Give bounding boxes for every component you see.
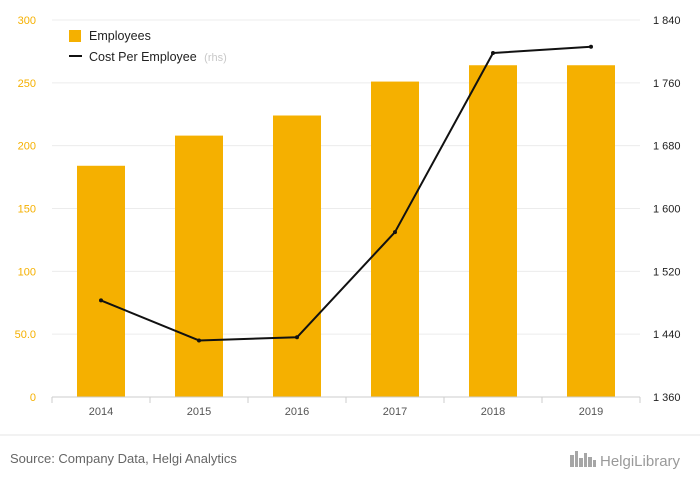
right-axis-tick-label: 1 680 (653, 141, 681, 153)
left-axis-tick-label: 150 (18, 204, 36, 216)
bar-employees-2014[interactable] (77, 165, 125, 397)
legend-rhs-note: (rhs) (204, 52, 227, 64)
bar-employees-2019[interactable] (567, 65, 615, 398)
point-cost-per-employee-2019[interactable] (589, 44, 593, 49)
x-axis-tick-label: 2015 (187, 406, 211, 418)
left-axis-tick-label: 300 (18, 15, 36, 27)
city-skyline-icon (570, 451, 596, 467)
helgi-library-logo[interactable]: HelgiLibrary (570, 451, 681, 470)
x-axis-tick-label: 2018 (481, 406, 505, 418)
brand-name: HelgiLibrary (600, 453, 681, 470)
cost-per-employee-line-group (99, 44, 593, 343)
gridlines (52, 19, 640, 335)
right-axis-tick-label: 1 440 (653, 329, 681, 341)
left-axis-tick-label: 0 (30, 392, 36, 404)
point-cost-per-employee-2018[interactable] (491, 50, 495, 55)
legend-swatch-employees (69, 30, 81, 42)
point-cost-per-employee-2017[interactable] (393, 230, 397, 235)
point-cost-per-employee-2015[interactable] (197, 338, 201, 343)
x-axis-tick-label: 2016 (285, 406, 309, 418)
x-axis-tick-label: 2014 (89, 406, 113, 418)
legend-series-name: Cost Per Employee (89, 50, 197, 64)
cost-per-employee-line[interactable] (100, 45, 592, 342)
right-axis-tick-label: 1 600 (653, 204, 681, 216)
left-axis-ticks: 0 50.0 100 150 200 250 300 (15, 15, 36, 404)
x-axis-ticks: 2014 2015 2016 2017 2018 2019 (51, 397, 641, 418)
legend: Employees Cost Per Employee (rhs) (69, 29, 227, 64)
point-cost-per-employee-2016[interactable] (295, 335, 299, 340)
bar-employees-2016[interactable] (273, 115, 321, 398)
left-axis-tick-label: 50.0 (15, 329, 36, 341)
right-axis-tick-label: 1 520 (653, 266, 681, 278)
right-axis-tick-label: 1 840 (653, 15, 681, 27)
point-cost-per-employee-2014[interactable] (99, 298, 103, 303)
employee-bars (77, 65, 615, 398)
x-axis-tick-label: 2019 (579, 406, 603, 418)
bar-employees-2015[interactable] (175, 135, 223, 397)
left-axis-tick-label: 200 (18, 141, 36, 153)
legend-label-employees[interactable]: Employees (89, 29, 151, 43)
bar-employees-2017[interactable] (371, 81, 419, 398)
right-axis-tick-label: 1 360 (653, 392, 681, 404)
left-axis-tick-label: 100 (18, 266, 36, 278)
right-axis-ticks: 1 360 1 440 1 520 1 600 1 680 1 760 1 840 (653, 15, 681, 404)
legend-label-cost-per-employee[interactable]: Cost Per Employee (rhs) (89, 50, 227, 64)
bar-employees-2018[interactable] (469, 65, 517, 398)
x-axis-tick-label: 2017 (383, 406, 407, 418)
left-axis-tick-label: 250 (18, 78, 36, 90)
source-note: Source: Company Data, Helgi Analytics (10, 451, 237, 466)
right-axis-tick-label: 1 760 (653, 78, 681, 90)
